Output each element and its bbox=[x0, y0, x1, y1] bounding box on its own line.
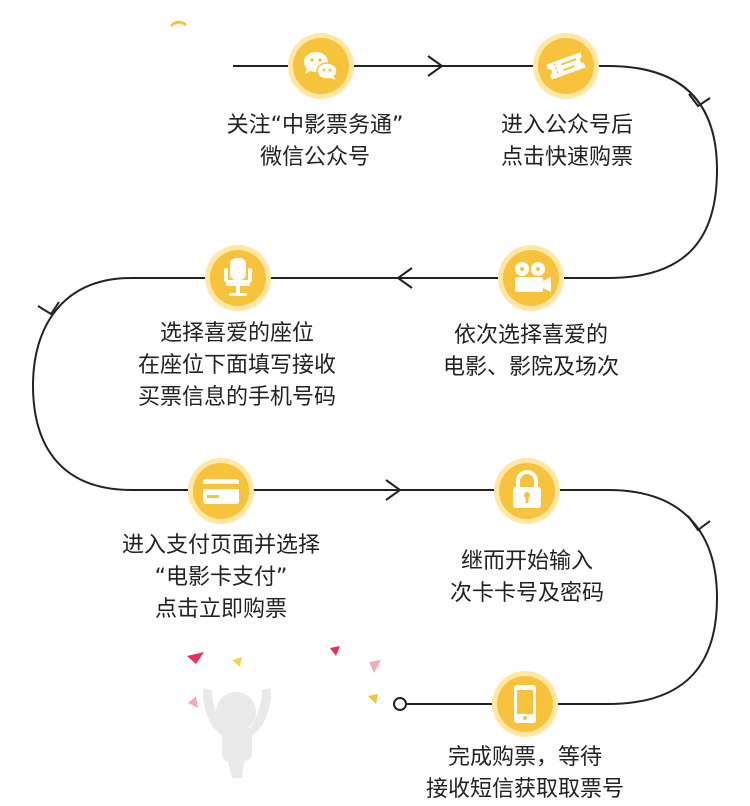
step-5-line-1: 进入支付页面并选择 bbox=[121, 533, 320, 558]
lock-icon bbox=[494, 458, 560, 524]
step-1-caption: 关注“中影票务通” 微信公众号 bbox=[165, 110, 465, 174]
step-5-icon-wrap bbox=[187, 457, 255, 525]
step-6-caption: 继而开始输入 次卡卡号及密码 bbox=[377, 546, 677, 610]
step-2-icon-wrap bbox=[532, 32, 600, 100]
arrow-icon bbox=[687, 515, 711, 532]
step-3-icon-wrap bbox=[497, 244, 565, 312]
confetti-piece bbox=[188, 696, 198, 708]
arrow-icon bbox=[37, 301, 60, 316]
arrow-icon bbox=[427, 55, 444, 77]
step-4-line-3: 买票信息的手机号码 bbox=[137, 385, 336, 410]
flow-path-curve-right-1 bbox=[607, 65, 719, 279]
step-4-line-1: 选择喜爱的座位 bbox=[159, 321, 314, 346]
step-6-icon-wrap bbox=[493, 457, 561, 525]
card-icon bbox=[188, 458, 254, 524]
arrow-icon bbox=[385, 479, 402, 501]
flow-end-dot bbox=[393, 697, 407, 711]
confetti-piece bbox=[369, 660, 381, 673]
step-4-caption: 选择喜爱的座位 在座位下面填写接收 买票信息的手机号码 bbox=[87, 318, 387, 414]
step-5-line-2: “电影卡支付” bbox=[154, 565, 288, 590]
step-7-icon-wrap bbox=[491, 670, 559, 738]
step-6-line-1: 继而开始输入 bbox=[460, 549, 593, 574]
wechat-icon bbox=[288, 33, 354, 99]
phone-icon bbox=[492, 671, 558, 737]
step-2-caption: 进入公众号后 点击快速购票 bbox=[417, 110, 717, 174]
step-1-line-2: 微信公众号 bbox=[259, 145, 370, 170]
arrow-icon bbox=[396, 267, 413, 289]
step-4-icon-wrap bbox=[204, 244, 272, 312]
step-3-caption: 依次选择喜爱的 电影、影院及场次 bbox=[381, 320, 681, 384]
ticket-icon bbox=[533, 33, 599, 99]
confetti-piece bbox=[187, 652, 204, 664]
step-2-line-1: 进入公众号后 bbox=[500, 113, 633, 138]
confetti-piece bbox=[330, 646, 340, 656]
flow-path-curve-left bbox=[31, 277, 133, 491]
step-2-line-2: 点击快速购票 bbox=[500, 145, 633, 170]
step-7-line-2: 接收短信获取取票号 bbox=[425, 777, 624, 802]
flow-path-curve-right-2 bbox=[607, 489, 719, 705]
film-camera-icon bbox=[498, 245, 564, 311]
seat-icon bbox=[205, 245, 271, 311]
step-1-icon-wrap bbox=[287, 32, 355, 100]
step-3-line-2: 电影、影院及场次 bbox=[442, 355, 619, 380]
confetti-piece bbox=[368, 694, 378, 704]
step-1-line-1: 关注“中影票务通” bbox=[226, 113, 404, 138]
step-7-line-1: 完成购票，等待 bbox=[447, 745, 602, 770]
step-3-line-1: 依次选择喜爱的 bbox=[453, 323, 608, 348]
confetti-piece bbox=[232, 657, 242, 667]
accent-mark bbox=[169, 20, 187, 28]
step-5-caption: 进入支付页面并选择 “电影卡支付” 点击立即购票 bbox=[71, 530, 371, 626]
step-4-line-2: 在座位下面填写接收 bbox=[137, 353, 336, 378]
step-7-caption: 完成购票，等待 接收短信获取取票号 bbox=[375, 742, 675, 806]
step-6-line-2: 次卡卡号及密码 bbox=[449, 581, 604, 606]
step-5-line-3: 点击立即购票 bbox=[154, 597, 287, 622]
arrow-icon bbox=[688, 93, 711, 108]
person-illustration bbox=[203, 688, 271, 778]
